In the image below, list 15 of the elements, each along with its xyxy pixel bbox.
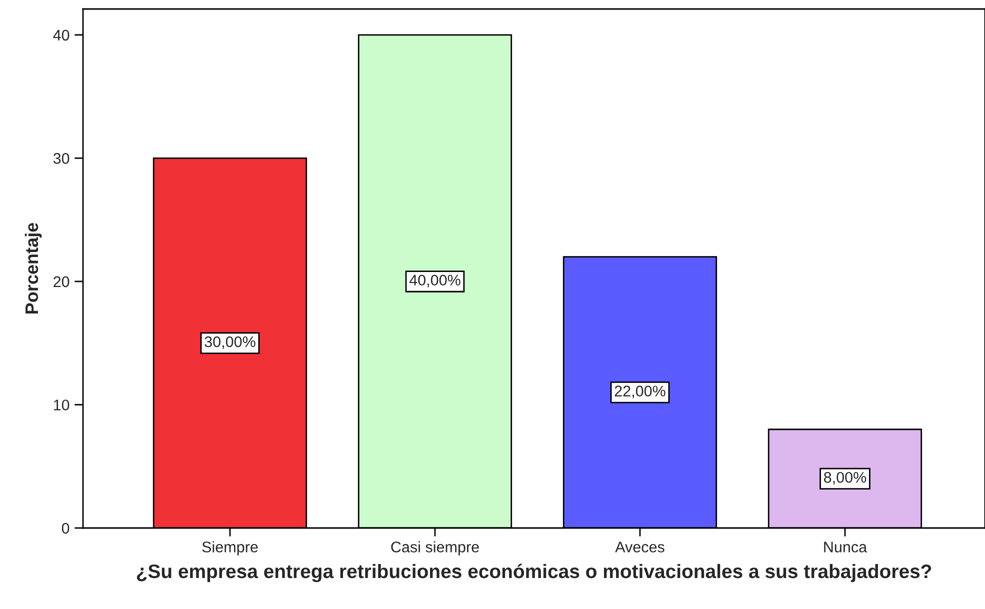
x-tick-label: Siempre bbox=[202, 541, 258, 556]
data-label: 40,00% bbox=[409, 274, 460, 288]
y-tick-label: 40 bbox=[53, 30, 70, 41]
x-tick-label: Aveces bbox=[615, 542, 664, 552]
x-tick-label: Nunca bbox=[824, 542, 868, 552]
y-tick-label: 10 bbox=[54, 400, 70, 410]
data-label: 8,00% bbox=[824, 472, 866, 485]
y-axis-title: Porcentaje bbox=[24, 222, 42, 314]
y-tick-label: 30 bbox=[53, 153, 70, 164]
data-label: 22,00% bbox=[614, 386, 666, 398]
x-axis-title: ¿Su empresa entrega retribuciones económicas o motivacionales a sus trabajadores? bbox=[136, 564, 932, 582]
x-tick-label: Casi siempre bbox=[391, 541, 479, 556]
y-tick-label: 0 bbox=[62, 522, 70, 534]
y-tick-label: 20 bbox=[54, 276, 70, 288]
data-label: 30,00% bbox=[204, 336, 256, 349]
